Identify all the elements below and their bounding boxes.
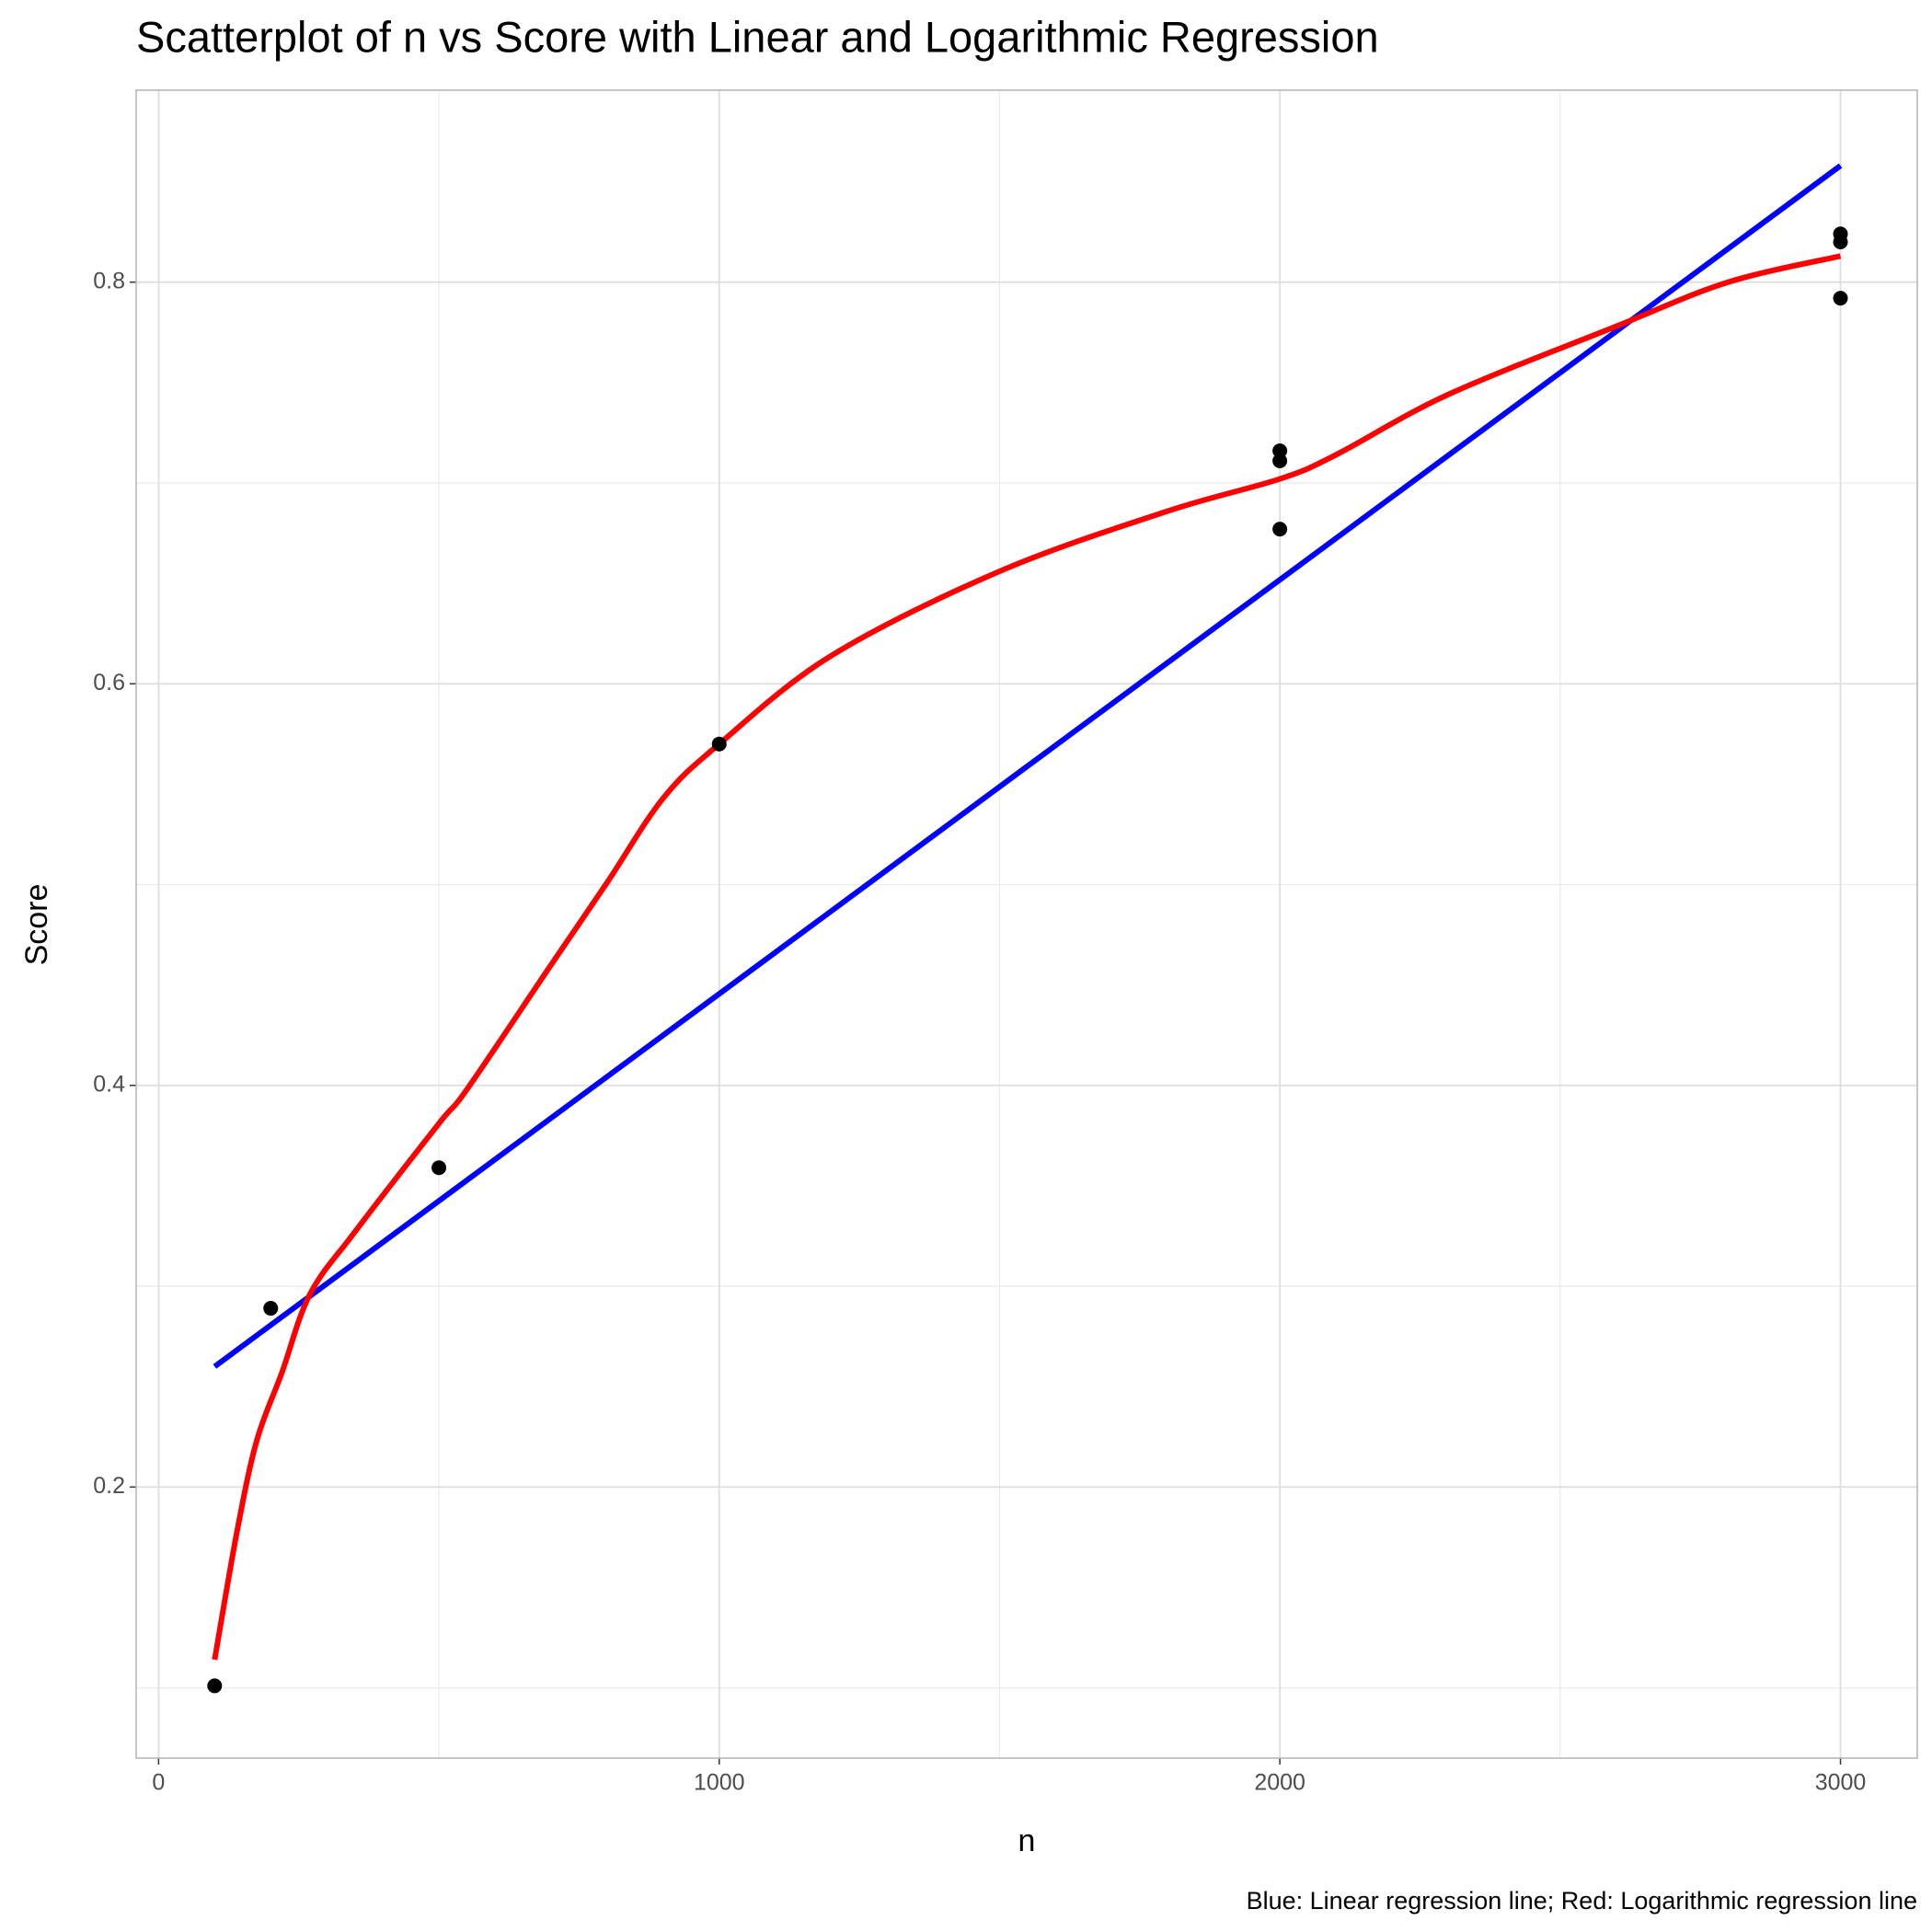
regression-line xyxy=(213,163,1843,1369)
point xyxy=(1833,291,1848,306)
y-tick-label: 0.6 xyxy=(93,670,125,696)
caption: Blue: Linear regression line; Red: Logar… xyxy=(1247,1887,1917,1915)
regression-line xyxy=(212,253,1842,1661)
point xyxy=(263,1301,279,1317)
point xyxy=(1272,453,1288,468)
x-tick-label: 1000 xyxy=(694,1770,745,1796)
point xyxy=(1272,522,1288,537)
panel-border xyxy=(135,89,1918,1759)
point xyxy=(1833,235,1848,250)
y-tick-label: 0.4 xyxy=(93,1071,125,1097)
point xyxy=(207,1678,223,1694)
chart-title: Scatterplot of n vs Score with Linear an… xyxy=(136,12,1379,61)
x-tick-label: 3000 xyxy=(1815,1770,1867,1796)
x-tick-label: 2000 xyxy=(1254,1770,1305,1796)
y-tick-label: 0.2 xyxy=(93,1473,125,1499)
x-tick-label: 0 xyxy=(152,1770,165,1796)
x-axis-title: n xyxy=(1018,1823,1036,1858)
point xyxy=(431,1160,447,1176)
y-tick-label: 0.8 xyxy=(93,268,125,293)
y-axis-title: Score xyxy=(19,884,54,966)
point xyxy=(711,736,727,752)
